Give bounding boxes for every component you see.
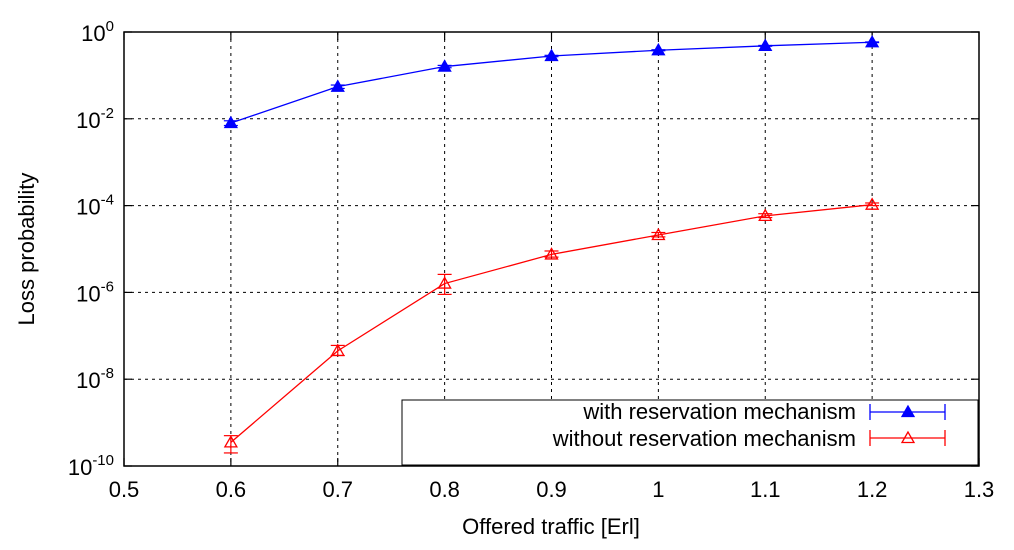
data-point [865,34,880,48]
data-point [223,435,238,448]
series-with-reservation [223,34,880,129]
y-tick-labels: 100 10-2 10-4 10-6 10-8 10-10 [68,18,114,480]
data-point [865,197,880,210]
data-point [651,42,666,56]
x-tick-label: 1 [652,477,664,502]
y-tick-label: 10-6 [76,278,114,306]
legend-label-with-reservation: with reservation mechanism [582,399,856,424]
x-tick-label: 1.1 [750,477,781,502]
y-axis-title: Loss probability [14,173,39,326]
x-tick-labels: 0.5 0.6 0.7 0.8 0.9 1 1.1 1.2 1.3 [109,477,995,502]
data-point [544,48,559,62]
legend-swatch-marker [900,430,916,444]
y-tick-label: 10-4 [76,192,114,220]
data-point [544,247,559,260]
data-point [651,227,666,241]
data-point [330,343,345,357]
x-tick-label: 0.7 [322,477,353,502]
data-point [223,115,238,129]
x-tick-label: 0.5 [109,477,140,502]
y-tick-label: 10-8 [76,365,114,393]
x-tick-label: 1.2 [857,477,888,502]
x-axis-title: Offered traffic [Erl] [462,514,640,539]
data-point [330,79,345,92]
data-point [758,38,773,51]
grid [124,32,979,466]
y-tick-label: 10-2 [76,105,114,133]
data-point [758,208,773,222]
legend-box [401,399,979,466]
series-group [223,34,880,454]
y-tick-label: 10-10 [68,452,114,480]
data-point [437,276,452,289]
legend-label-without-reservation: without reservation mechanism [552,426,856,451]
x-tick-label: 0.6 [216,477,247,502]
legend: with reservation mechanism without reser… [401,399,979,466]
y-tick-label: 100 [81,18,114,46]
data-point [437,59,452,72]
x-tick-label: 0.8 [429,477,460,502]
legend-swatch-marker [900,404,916,418]
x-tick-label: 0.9 [536,477,567,502]
series-without-reservation [223,197,880,454]
x-tick-label: 1.3 [964,477,995,502]
legend-swatches [869,404,946,446]
